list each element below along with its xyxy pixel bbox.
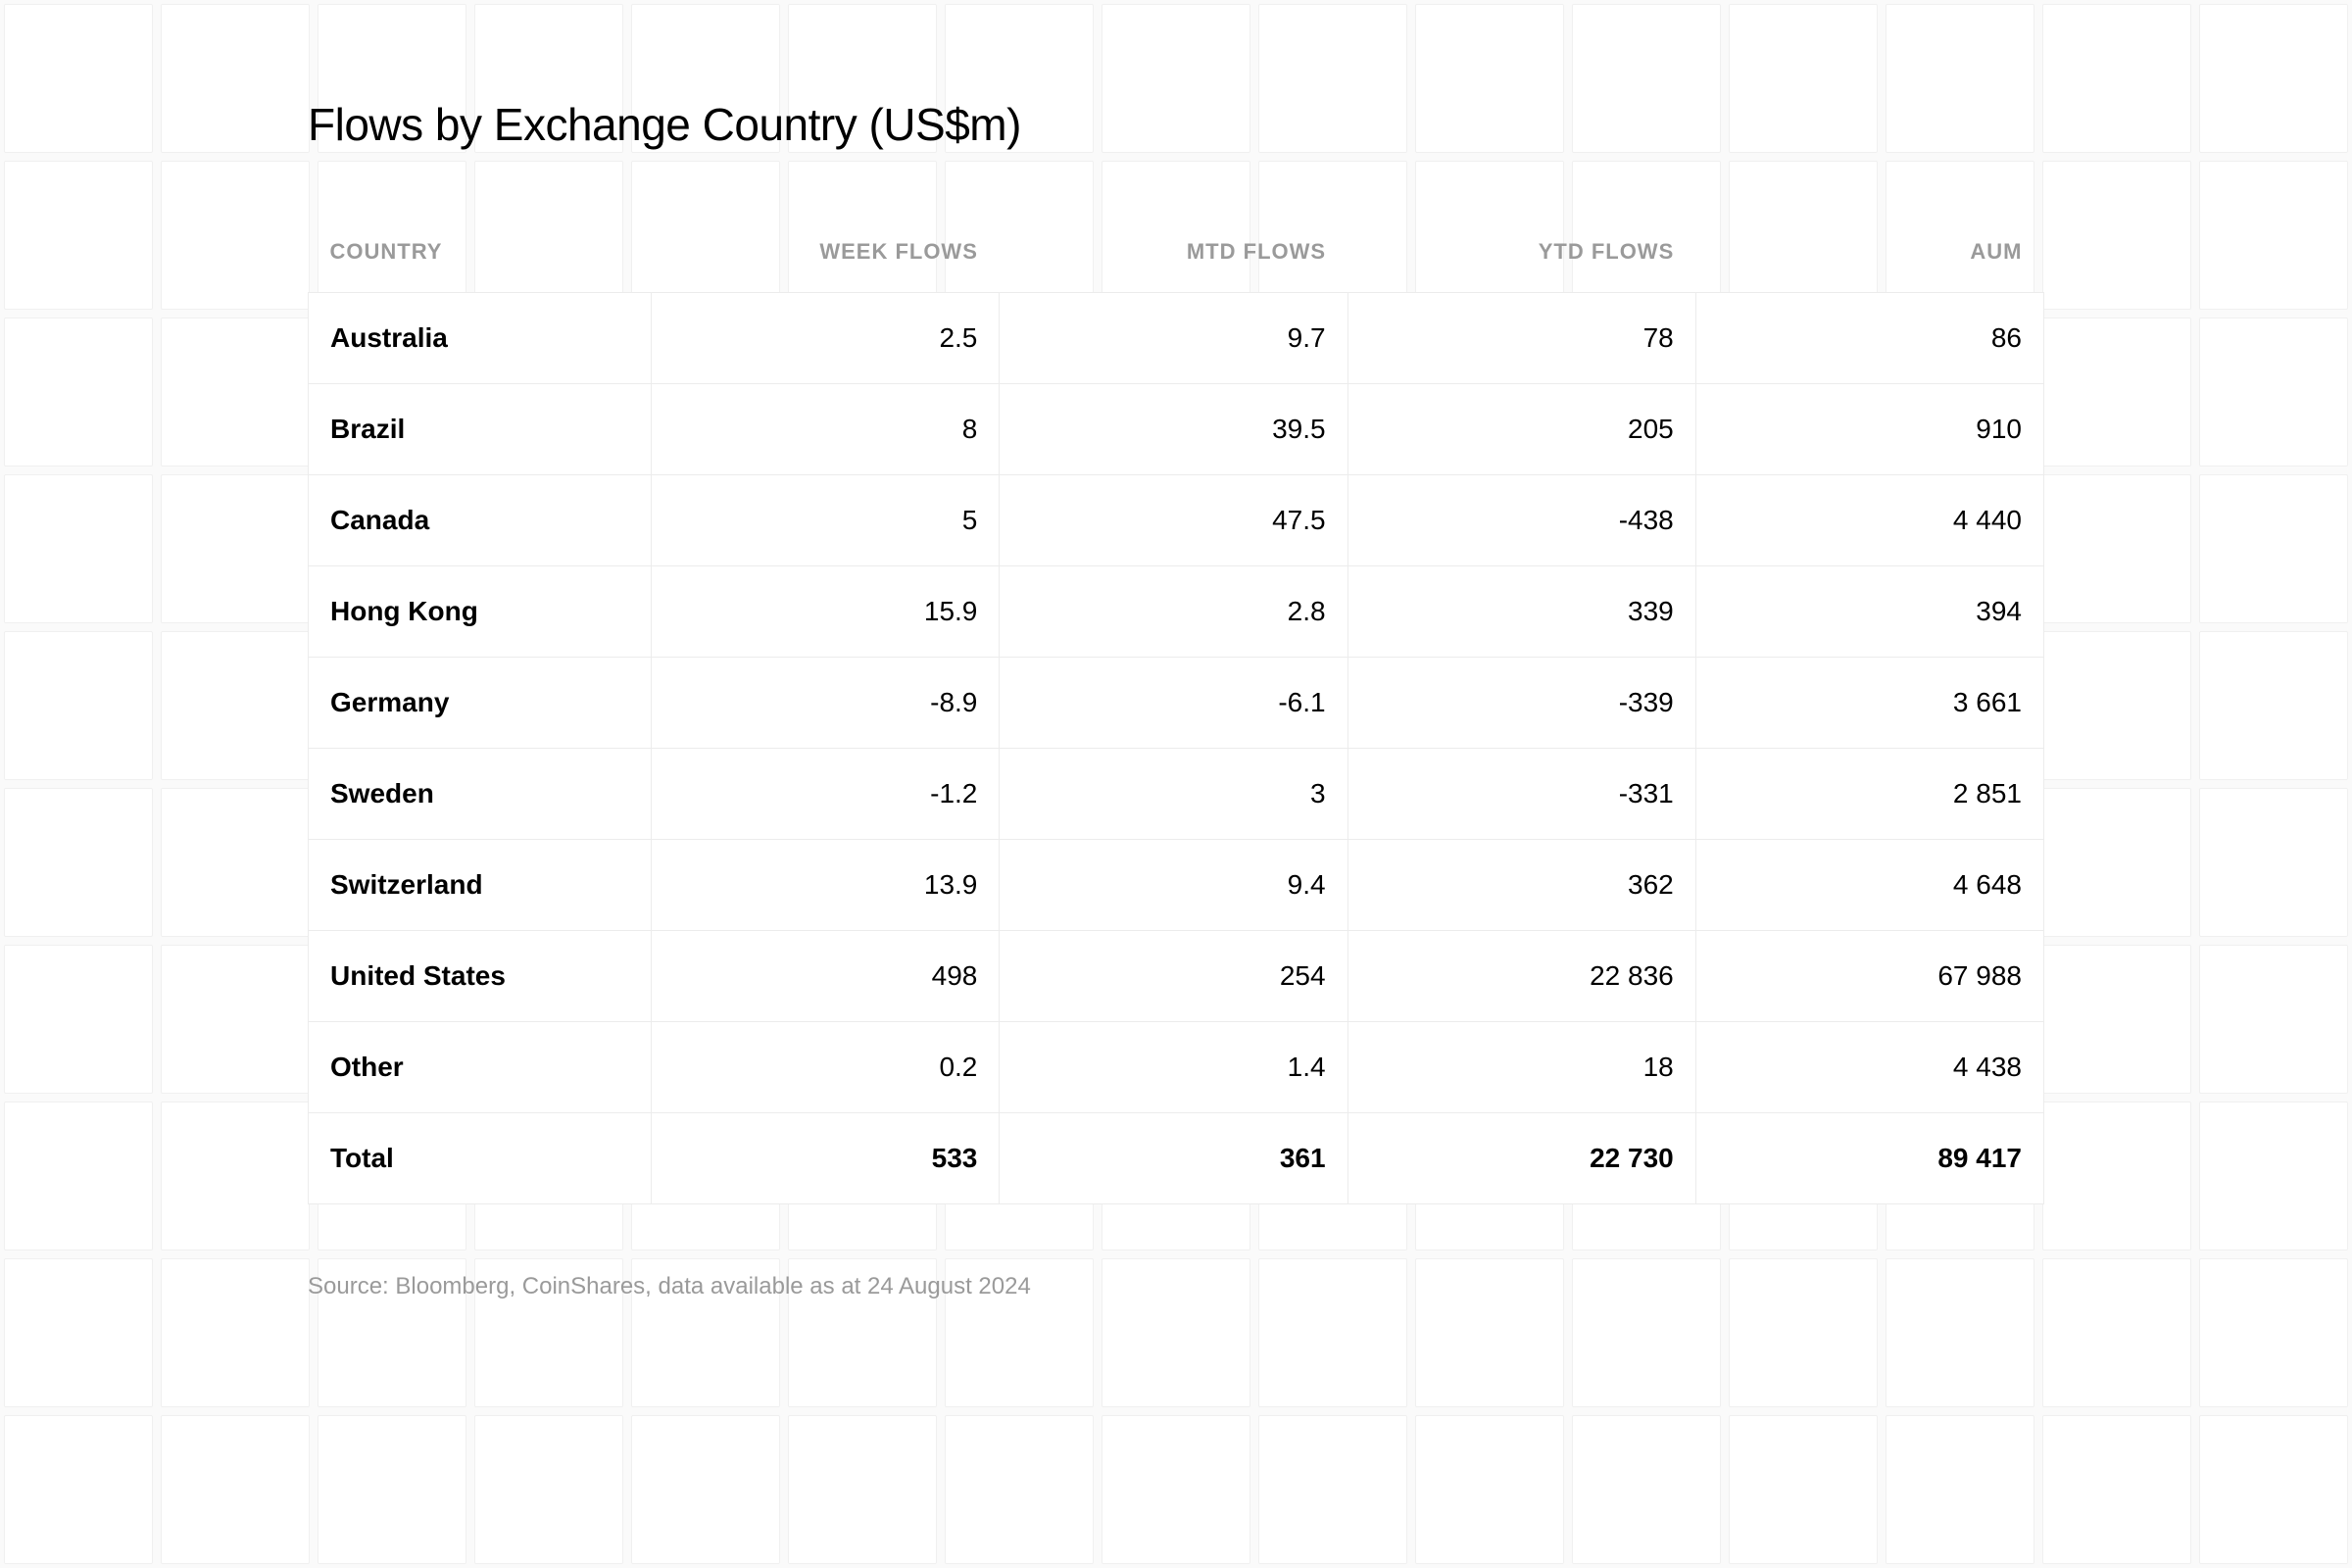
- cell-value: 533: [652, 1113, 1000, 1204]
- cell-value: -6.1: [1000, 658, 1348, 749]
- cell-country: Total: [309, 1113, 652, 1204]
- cell-value: 18: [1348, 1022, 1695, 1113]
- col-header-ytd-flows: YTD FLOWS: [1348, 239, 1695, 293]
- cell-value: 4 648: [1695, 840, 2043, 931]
- cell-value: -331: [1348, 749, 1695, 840]
- cell-value: 78: [1348, 293, 1695, 384]
- cell-country: Switzerland: [309, 840, 652, 931]
- cell-value: 86: [1695, 293, 2043, 384]
- table-row: United States49825422 83667 988: [309, 931, 2044, 1022]
- cell-value: 9.7: [1000, 293, 1348, 384]
- table-row: Brazil839.5205910: [309, 384, 2044, 475]
- source-note: Source: Bloomberg, CoinShares, data avai…: [308, 1273, 2044, 1300]
- cell-value: 22 730: [1348, 1113, 1695, 1204]
- page-title: Flows by Exchange Country (US$m): [308, 98, 2044, 151]
- cell-value: -438: [1348, 475, 1695, 566]
- cell-country: Brazil: [309, 384, 652, 475]
- cell-country: Hong Kong: [309, 566, 652, 658]
- cell-value: 22 836: [1348, 931, 1695, 1022]
- cell-value: 362: [1348, 840, 1695, 931]
- cell-value: 39.5: [1000, 384, 1348, 475]
- cell-country: United States: [309, 931, 652, 1022]
- table-header-row: COUNTRY WEEK FLOWS MTD FLOWS YTD FLOWS A…: [309, 239, 2044, 293]
- cell-country: Australia: [309, 293, 652, 384]
- cell-value: -339: [1348, 658, 1695, 749]
- cell-value: 2.5: [652, 293, 1000, 384]
- table-row: Other0.21.4184 438: [309, 1022, 2044, 1113]
- cell-value: 3: [1000, 749, 1348, 840]
- cell-country: Sweden: [309, 749, 652, 840]
- table-row: Total53336122 73089 417: [309, 1113, 2044, 1204]
- col-header-mtd-flows: MTD FLOWS: [1000, 239, 1348, 293]
- col-header-aum: AUM: [1695, 239, 2043, 293]
- cell-value: 205: [1348, 384, 1695, 475]
- col-header-country: COUNTRY: [309, 239, 652, 293]
- cell-country: Other: [309, 1022, 652, 1113]
- table-row: Australia2.59.77886: [309, 293, 2044, 384]
- cell-value: 1.4: [1000, 1022, 1348, 1113]
- cell-value: 8: [652, 384, 1000, 475]
- cell-value: 4 440: [1695, 475, 2043, 566]
- col-header-week-flows: WEEK FLOWS: [652, 239, 1000, 293]
- cell-value: 361: [1000, 1113, 1348, 1204]
- cell-value: 2 851: [1695, 749, 2043, 840]
- cell-value: 498: [652, 931, 1000, 1022]
- table-row: Switzerland13.99.43624 648: [309, 840, 2044, 931]
- cell-value: 47.5: [1000, 475, 1348, 566]
- cell-value: 89 417: [1695, 1113, 2043, 1204]
- cell-value: 13.9: [652, 840, 1000, 931]
- flows-table: COUNTRY WEEK FLOWS MTD FLOWS YTD FLOWS A…: [308, 239, 2044, 1204]
- cell-value: -8.9: [652, 658, 1000, 749]
- cell-value: 67 988: [1695, 931, 2043, 1022]
- cell-value: 4 438: [1695, 1022, 2043, 1113]
- cell-country: Germany: [309, 658, 652, 749]
- table-row: Hong Kong15.92.8339394: [309, 566, 2044, 658]
- cell-value: -1.2: [652, 749, 1000, 840]
- cell-country: Canada: [309, 475, 652, 566]
- table-row: Germany-8.9-6.1-3393 661: [309, 658, 2044, 749]
- cell-value: 254: [1000, 931, 1348, 1022]
- cell-value: 339: [1348, 566, 1695, 658]
- cell-value: 5: [652, 475, 1000, 566]
- table-panel: Flows by Exchange Country (US$m) COUNTRY…: [308, 98, 2044, 1300]
- cell-value: 910: [1695, 384, 2043, 475]
- cell-value: 3 661: [1695, 658, 2043, 749]
- table-row: Canada547.5-4384 440: [309, 475, 2044, 566]
- cell-value: 2.8: [1000, 566, 1348, 658]
- cell-value: 9.4: [1000, 840, 1348, 931]
- cell-value: 0.2: [652, 1022, 1000, 1113]
- cell-value: 394: [1695, 566, 2043, 658]
- table-row: Sweden-1.23-3312 851: [309, 749, 2044, 840]
- cell-value: 15.9: [652, 566, 1000, 658]
